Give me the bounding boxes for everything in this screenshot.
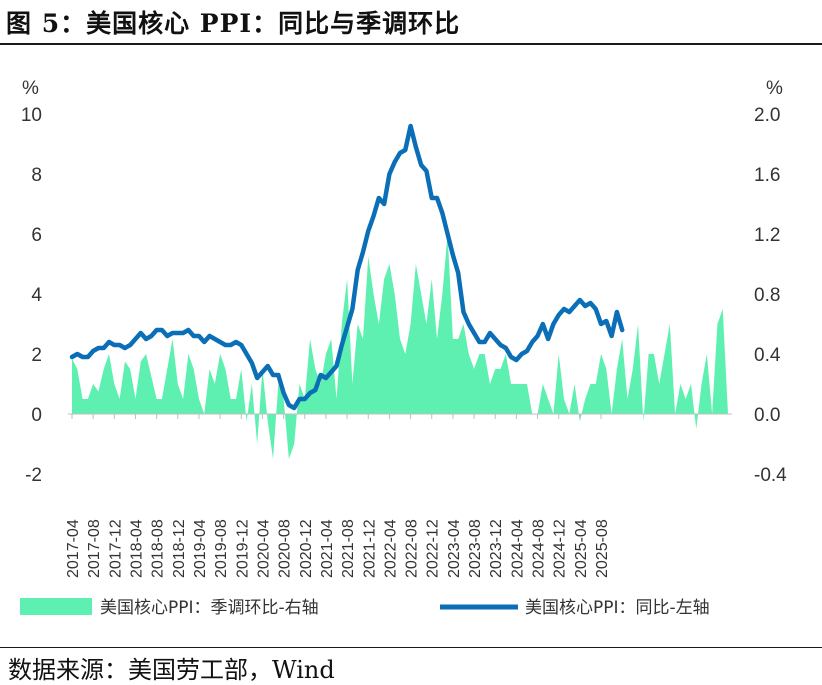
right-tick-label: 1.2 bbox=[754, 225, 780, 246]
source-note: 数据来源：美国劳工部，Wind bbox=[8, 650, 335, 685]
x-tick-label: 2025-08 bbox=[594, 519, 611, 578]
x-tick-label: 2024-08 bbox=[531, 519, 548, 578]
left-axis-unit: % bbox=[22, 78, 39, 99]
x-tick-label: 2021-04 bbox=[319, 519, 336, 578]
left-tick-label: 2 bbox=[31, 345, 42, 366]
right-tick-label: -0.4 bbox=[754, 465, 787, 486]
x-tick-label: 2022-04 bbox=[382, 519, 399, 578]
right-axis-unit: % bbox=[766, 78, 783, 99]
left-tick-label: 6 bbox=[31, 225, 42, 246]
mom-area-series bbox=[72, 234, 728, 459]
x-tick-label: 2019-08 bbox=[213, 519, 230, 578]
left-axis-ticks: -2 0 2 4 6 8 10 bbox=[21, 105, 43, 486]
x-tick-label: 2017-04 bbox=[65, 519, 82, 578]
x-tick-label: 2018-12 bbox=[171, 519, 188, 578]
x-tick-label: 2024-04 bbox=[509, 519, 526, 578]
x-tick-label: 2018-08 bbox=[150, 519, 167, 578]
x-tick-label: 2020-08 bbox=[277, 519, 294, 578]
x-tick-label: 2022-12 bbox=[425, 519, 442, 578]
x-tick-label: 2017-08 bbox=[86, 519, 103, 578]
x-tick-label: 2021-12 bbox=[361, 519, 378, 578]
left-tick-label: 8 bbox=[31, 165, 42, 186]
right-axis-ticks: -0.4 0.0 0.4 0.8 1.2 1.6 2.0 bbox=[754, 105, 787, 486]
chart: % % -2 0 2 4 6 8 10 -0.4 0.0 0.4 0.8 1.2 1.6 2.0 201… bbox=[0, 0, 822, 640]
legend: 美国核心PPI：季调环比-右轴 美国核心PPI：同比-左轴 bbox=[20, 598, 710, 618]
x-tick-label: 2018-04 bbox=[128, 519, 145, 578]
legend-area-swatch bbox=[20, 598, 92, 615]
right-tick-label: 2.0 bbox=[754, 105, 780, 126]
right-tick-label: 0.4 bbox=[754, 345, 781, 366]
legend-area-label: 美国核心PPI：季调环比-右轴 bbox=[100, 598, 319, 618]
x-tick-label: 2023-04 bbox=[446, 519, 463, 578]
left-tick-label: 4 bbox=[31, 285, 42, 306]
x-tick-label: 2017-12 bbox=[107, 519, 124, 578]
x-tick-label: 2019-12 bbox=[234, 519, 251, 578]
left-tick-label: 10 bbox=[21, 105, 42, 126]
x-tick-label: 2019-04 bbox=[192, 519, 209, 578]
right-tick-label: 0.8 bbox=[754, 285, 780, 306]
x-tick-label: 2023-08 bbox=[467, 519, 484, 578]
bottom-rule bbox=[0, 647, 822, 648]
x-tick-label: 2021-08 bbox=[340, 519, 357, 578]
x-tick-label: 2022-08 bbox=[404, 519, 421, 578]
x-tick-label: 2025-04 bbox=[573, 519, 590, 578]
left-tick-label: -2 bbox=[25, 465, 42, 486]
right-tick-label: 0.0 bbox=[754, 405, 780, 426]
x-tick-label: 2024-12 bbox=[552, 519, 569, 578]
right-tick-label: 1.6 bbox=[754, 165, 780, 186]
x-tick-label: 2020-04 bbox=[255, 519, 272, 578]
left-tick-label: 0 bbox=[31, 405, 42, 426]
mom-area bbox=[72, 234, 728, 459]
legend-line-label: 美国核心PPI：同比-左轴 bbox=[525, 598, 710, 618]
x-tick-label: 2020-12 bbox=[298, 519, 315, 578]
x-tick-label: 2023-12 bbox=[488, 519, 505, 578]
